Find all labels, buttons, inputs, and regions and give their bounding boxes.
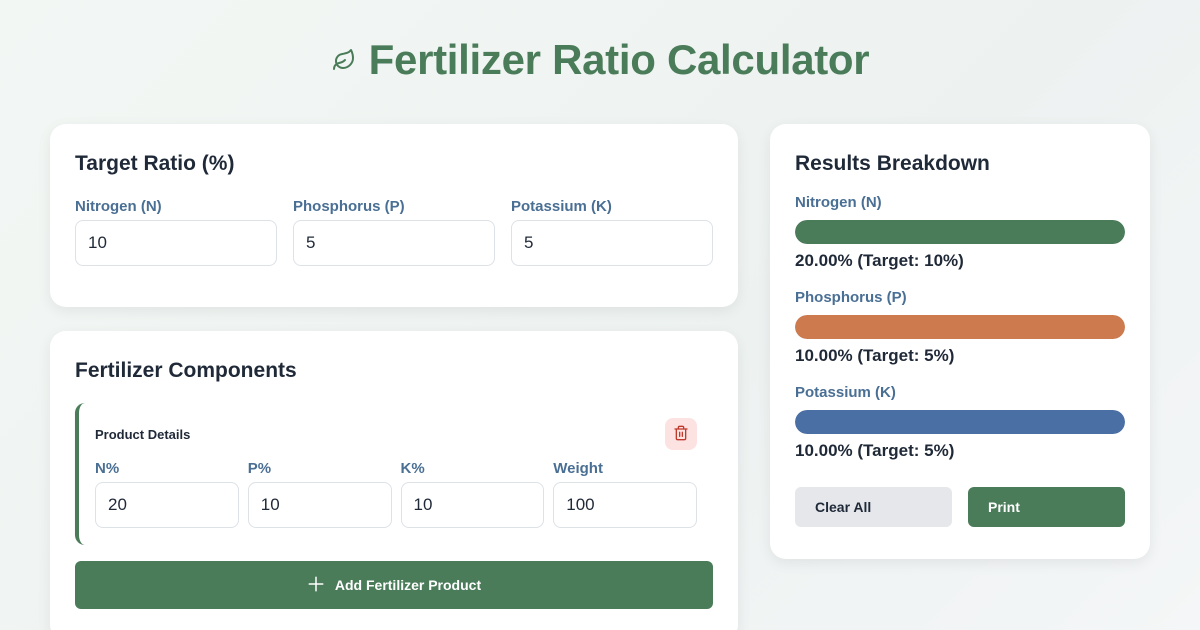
product-k-input[interactable]: [400, 482, 545, 528]
results-breakdown-title: Results Breakdown: [795, 152, 990, 175]
results-breakdown-card: Results Breakdown Nitrogen (N) 20.00% (T…: [770, 124, 1150, 559]
result-phosphorus: Phosphorus (P) 10.00% (Target: 5%): [795, 289, 1125, 366]
add-fertilizer-product-button[interactable]: Add Fertilizer Product: [75, 561, 713, 609]
result-nitrogen-text: 20.00% (Target: 10%): [795, 251, 964, 270]
product-p-input[interactable]: [247, 482, 392, 528]
product-weight-label: Weight: [553, 460, 603, 477]
nitrogen-progress-bar: [795, 220, 1125, 244]
potassium-progress-bar: [795, 410, 1125, 434]
result-phosphorus-text: 10.00% (Target: 5%): [795, 346, 955, 365]
product-n-input[interactable]: [95, 482, 239, 528]
trash-icon: [673, 425, 689, 444]
result-nitrogen-label: Nitrogen (N): [795, 194, 882, 211]
clear-all-button[interactable]: Clear All: [795, 487, 952, 527]
nitrogen-input[interactable]: [75, 220, 277, 266]
fertilizer-components-title: Fertilizer Components: [75, 359, 297, 382]
potassium-input[interactable]: [511, 220, 713, 266]
product-n-label: N%: [95, 460, 120, 477]
product-card: Product Details N% P% K%: [75, 403, 713, 545]
product-weight-input[interactable]: [553, 482, 697, 528]
result-nitrogen: Nitrogen (N) 20.00% (Target: 10%): [795, 194, 1125, 271]
product-details-title: Product Details: [95, 427, 191, 442]
add-fertilizer-product-label: Add Fertilizer Product: [334, 577, 482, 593]
result-potassium-text: 10.00% (Target: 5%): [795, 441, 955, 460]
product-k-label: K%: [400, 460, 425, 477]
plus-icon: [307, 575, 325, 596]
nitrogen-label: Nitrogen (N): [75, 198, 162, 215]
phosphorus-progress-bar: [795, 315, 1125, 339]
potassium-progress-fill: [795, 410, 1125, 434]
product-p-label: P%: [247, 460, 272, 477]
print-button[interactable]: Print: [968, 487, 1125, 527]
delete-product-button[interactable]: [665, 418, 697, 450]
fertilizer-components-card: Fertilizer Components Product Details N%…: [50, 331, 738, 630]
potassium-label: Potassium (K): [511, 198, 612, 215]
leaf-icon: [331, 47, 357, 73]
phosphorus-input[interactable]: [293, 220, 495, 266]
result-potassium-label: Potassium (K): [795, 384, 896, 401]
target-ratio-card: Target Ratio (%) Nitrogen (N) Phosphorus…: [50, 124, 738, 307]
result-phosphorus-label: Phosphorus (P): [795, 289, 907, 306]
page-header: Fertilizer Ratio Calculator: [0, 36, 1200, 84]
page-title: Fertilizer Ratio Calculator: [368, 36, 870, 83]
phosphorus-progress-fill: [795, 315, 1125, 339]
nitrogen-progress-fill: [795, 220, 1125, 244]
result-potassium: Potassium (K) 10.00% (Target: 5%): [795, 384, 1125, 461]
phosphorus-label: Phosphorus (P): [293, 198, 405, 215]
target-ratio-title: Target Ratio (%): [75, 152, 235, 175]
